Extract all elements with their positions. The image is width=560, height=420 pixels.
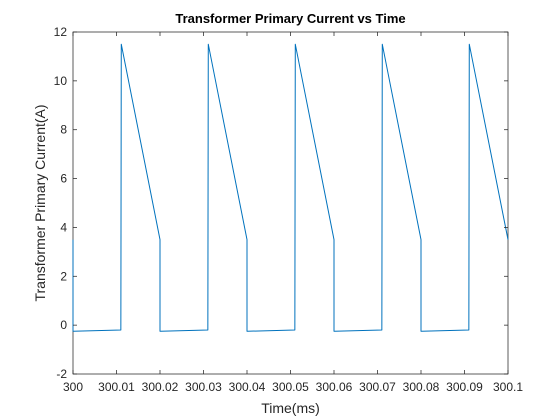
x-tick-label: 300.08	[403, 380, 440, 394]
x-tick-label: 300	[63, 380, 83, 394]
y-tick-label: 0	[60, 318, 67, 332]
x-axis-ticks: 300 300.01 300.02 300.03 300.04 300.05 300.06 3…	[63, 32, 523, 394]
x-tick-label: 300.01	[98, 380, 135, 394]
chart-title: Transformer Primary Current vs Time	[175, 11, 405, 26]
y-axis-ticks: -2 0 2 4 6 8 10 12	[54, 25, 508, 381]
y-tick-label: 12	[54, 25, 68, 39]
x-tick-label: 300.04	[229, 380, 266, 394]
series-line-0	[72, 43, 509, 332]
y-tick-label: 2	[60, 269, 67, 283]
y-axis-label: Transformer Primary Current(A)	[32, 104, 48, 301]
x-tick-label: 300.06	[316, 380, 353, 394]
y-tick-label: 10	[54, 74, 68, 88]
y-tick-label: 6	[60, 172, 67, 186]
plot-area	[72, 31, 509, 375]
x-tick-label: 300.07	[359, 380, 396, 394]
series-layer	[72, 43, 509, 332]
y-tick-label: 4	[60, 220, 67, 234]
x-tick-label: 300.1	[493, 380, 523, 394]
x-tick-label: 300.09	[446, 380, 483, 394]
x-tick-label: 300.03	[185, 380, 222, 394]
x-axis-label: Time(ms)	[261, 400, 320, 416]
x-tick-label: 300.02	[142, 380, 179, 394]
y-tick-label: -2	[56, 367, 67, 381]
x-tick-label: 300.05	[272, 380, 309, 394]
y-tick-label: 8	[60, 123, 67, 137]
